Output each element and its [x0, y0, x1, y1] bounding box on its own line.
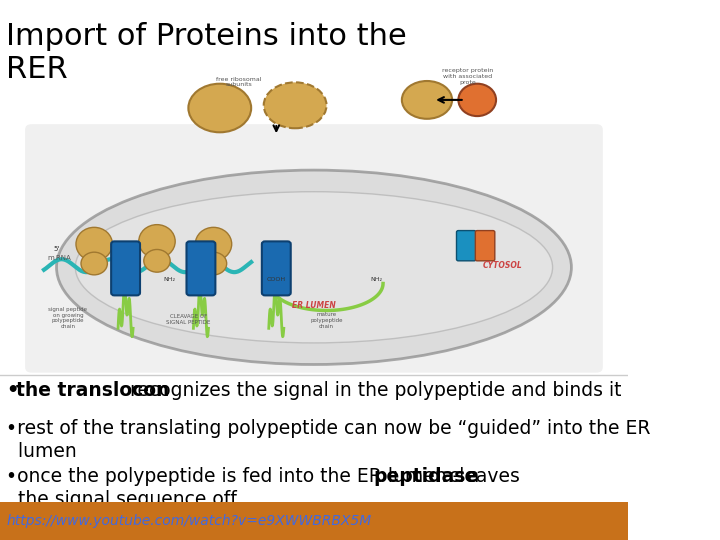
Ellipse shape	[200, 252, 227, 275]
Ellipse shape	[264, 82, 326, 128]
Ellipse shape	[81, 252, 107, 275]
FancyBboxPatch shape	[0, 502, 628, 540]
Text: •the polypeptide continues to be made & is modified: •the polypeptide continues to be made & …	[6, 510, 505, 529]
Text: the signal sequence off: the signal sequence off	[17, 490, 236, 509]
Text: Import of Proteins into the
RER: Import of Proteins into the RER	[6, 22, 407, 84]
Text: 5': 5'	[53, 246, 60, 253]
FancyBboxPatch shape	[475, 231, 495, 261]
Text: recognizes the signal in the polypeptide and binds it: recognizes the signal in the polypeptide…	[118, 381, 621, 400]
Ellipse shape	[76, 227, 112, 261]
FancyBboxPatch shape	[111, 241, 140, 295]
Text: •once the polypeptide is fed into the ER lumen – a: •once the polypeptide is fed into the ER…	[6, 467, 486, 486]
FancyBboxPatch shape	[25, 124, 603, 373]
Ellipse shape	[402, 81, 452, 119]
Text: CLEAVAGE OF
SIGNAL PEPTIDE: CLEAVAGE OF SIGNAL PEPTIDE	[166, 314, 210, 325]
FancyBboxPatch shape	[262, 241, 291, 295]
FancyBboxPatch shape	[186, 241, 215, 295]
Ellipse shape	[189, 84, 251, 132]
Ellipse shape	[56, 170, 572, 364]
Ellipse shape	[139, 225, 175, 258]
Text: •rest of the translating polypeptide can now be “guided” into the ER
  lumen: •rest of the translating polypeptide can…	[6, 418, 651, 461]
Text: https://www.youtube.com/watch?v=e9XWWBRBX5M: https://www.youtube.com/watch?v=e9XWWBRB…	[6, 514, 372, 528]
Text: ER LUMEN: ER LUMEN	[292, 301, 336, 309]
Ellipse shape	[144, 249, 170, 272]
Text: receptor protein
with associated
prote: receptor protein with associated prote	[442, 69, 493, 85]
Text: CYTOSOL: CYTOSOL	[482, 261, 522, 270]
Ellipse shape	[76, 192, 552, 343]
Text: cleaves: cleaves	[443, 467, 520, 486]
Text: free ribosomal
subunits: free ribosomal subunits	[216, 77, 261, 87]
Text: NH₂: NH₂	[163, 277, 176, 282]
Text: COOH: COOH	[266, 277, 286, 282]
FancyBboxPatch shape	[456, 231, 476, 261]
Text: the translocon: the translocon	[16, 381, 169, 400]
Ellipse shape	[195, 227, 232, 261]
Text: signal peptide
on growing
polypeptide
chain: signal peptide on growing polypeptide ch…	[48, 307, 87, 329]
Ellipse shape	[459, 84, 496, 116]
Text: •: •	[6, 381, 19, 400]
Text: mature
polypeptide
chain: mature polypeptide chain	[310, 312, 343, 329]
Text: m.RNA: m.RNA	[47, 255, 71, 261]
Text: NH₂: NH₂	[371, 277, 383, 282]
Text: peptidase: peptidase	[374, 467, 479, 486]
